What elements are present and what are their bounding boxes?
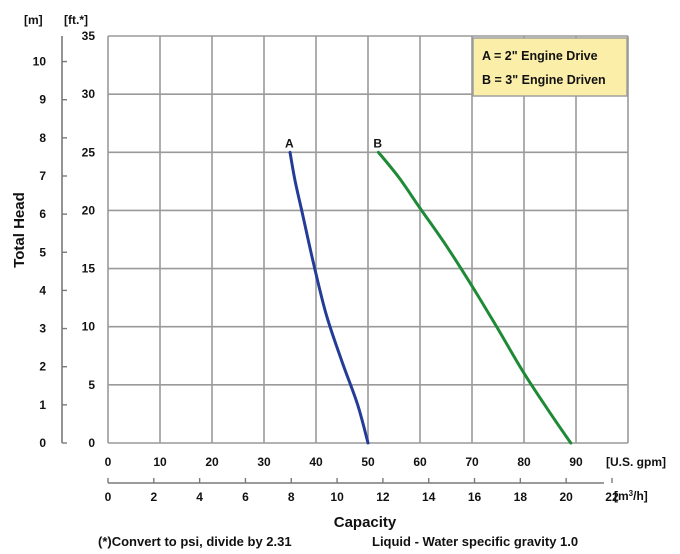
y-tick-label-m: 2 [39,360,46,374]
x-tick-label-gpm: 10 [153,455,167,469]
x-tick-label-m3h: 14 [422,490,436,504]
axes: 0 10 20 30 40 50 60 70 80 900 2 4 6 8 10 12 14 16 18 20 2205… [33,29,619,504]
x-tick-label-m3h: 4 [196,490,203,504]
x-tick-label-m3h: 6 [242,490,249,504]
x-tick-label-gpm: 80 [517,455,531,469]
y-tick-label-ft: 20 [82,203,96,217]
x-tick-label-gpm: 50 [361,455,375,469]
footnote-liquid: Liquid - Water specific gravity 1.0 [372,534,578,549]
y-tick-label-ft: 10 [82,320,96,334]
y-tick-label-m: 8 [39,131,46,145]
y-tick-label-ft: 15 [82,262,96,276]
x-tick-label-gpm: 90 [569,455,583,469]
x-tick-label-gpm: 0 [105,455,112,469]
y-tick-label-ft: 0 [88,436,95,450]
x-tick-label-gpm: 20 [205,455,219,469]
x-axis-title: Capacity [334,514,397,531]
series-b-line [376,150,573,445]
x-tick-label-m3h: 2 [150,490,157,504]
y-unit-m: [m] [24,13,43,27]
y-unit-ft: [ft.*] [64,13,88,27]
x-tick-label-m3h: 20 [559,490,573,504]
y-tick-label-m: 4 [39,283,46,297]
x-tick-label-m3h: 8 [288,490,295,504]
x-tick-label-m3h: 18 [514,490,528,504]
footnote-psi: (*)Convert to psi, divide by 2.31 [98,534,292,549]
x-tick-label-gpm: 70 [465,455,479,469]
x-tick-label-m3h: 12 [376,490,390,504]
y-tick-label-ft: 30 [82,87,96,101]
y-tick-label-ft: 5 [88,378,95,392]
y-tick-label-ft: 25 [82,145,96,159]
x-tick-label-m3h: 0 [105,490,112,504]
y-axis-title: Total Head [11,192,28,268]
legend-box [472,37,628,97]
x-tick-label-m3h: 22 [605,490,619,504]
y-tick-label-m: 9 [39,93,46,107]
y-tick-label-m: 1 [39,398,46,412]
y-tick-label-ft: 35 [82,29,96,43]
y-tick-label-m: 6 [39,207,46,221]
grid-lines [107,35,629,444]
series-b-label: B [373,136,382,150]
y-tick-label-m: 5 [39,245,46,259]
x-tick-label-gpm: 40 [309,455,323,469]
x-unit-m3h: [m3/h] [614,489,648,504]
x-unit-gpm: [U.S. gpm] [606,455,666,469]
series-a-line [288,150,370,445]
legend-entry: B = 3" Engine Driven [482,73,606,87]
y-tick-label-m: 10 [33,55,47,69]
legend: A = 2" Engine Drive B = 3" Engine Driven [472,37,628,97]
y-tick-label-m: 7 [39,169,46,183]
x-tick-label-m3h: 16 [468,490,482,504]
x-tick-label-m3h: 10 [330,490,344,504]
x-tick-label-gpm: 30 [257,455,271,469]
y-tick-label-m: 3 [39,322,46,336]
legend-entry: A = 2" Engine Drive [482,49,598,63]
y-tick-label-m: 0 [39,436,46,450]
series-a-label: A [285,136,294,150]
x-tick-label-gpm: 60 [413,455,427,469]
